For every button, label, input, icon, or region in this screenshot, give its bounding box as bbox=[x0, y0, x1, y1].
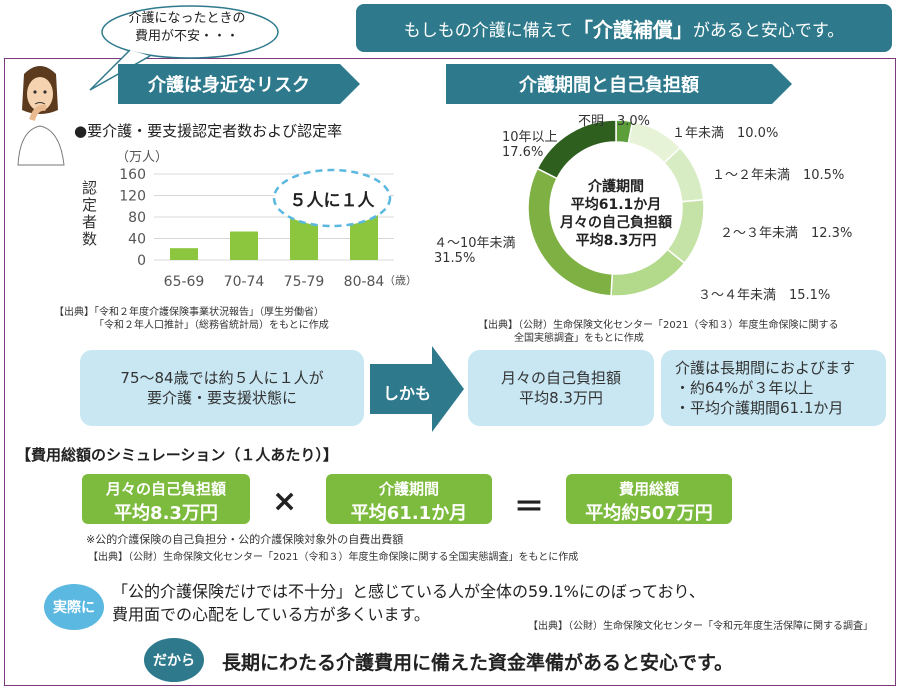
simulation-note: ※公的介護保険の自己負担分・公的介護保険対象外の自費出費額 bbox=[86, 533, 404, 546]
moreover-label: しかも bbox=[382, 384, 431, 403]
bar-chart-source-line2: 「令和２年人口推計」（総務省統計局）をもとに作成 bbox=[94, 320, 329, 331]
fact-badge: 実際に bbox=[44, 584, 104, 630]
summary-box-monthly: 月々の自己負担額 平均8.3万円 bbox=[468, 350, 654, 426]
speech-bubble-text: 介護になったときの 費用が不安・・・ bbox=[128, 11, 246, 44]
equals-sign: ＝ bbox=[514, 490, 544, 525]
summary-box-period: 介護は長期間におよびます ・約64%が３年以上 ・平均介護期間61.1か月 bbox=[661, 350, 886, 426]
donut-slice-6 bbox=[536, 119, 617, 180]
bar-chart: 0 40 80 120 160 65-69 70-74 75-79 80-84 bbox=[119, 167, 394, 290]
conclusion-badge: だから bbox=[144, 638, 204, 682]
donut-chart bbox=[527, 119, 705, 297]
times-sign: × bbox=[272, 484, 298, 519]
bar-ytick-2: 80 bbox=[128, 210, 146, 226]
fact-source: 【出典】（公財）生命保険文化センター「令和元年度生活保障に関する調査」 bbox=[528, 621, 873, 632]
period-header-title: 介護期間と自己負担額 bbox=[519, 75, 699, 96]
donut-label-lt1: １年未満 10.0% bbox=[672, 126, 779, 141]
bar-ytick-4: 160 bbox=[119, 167, 146, 183]
bar-chart-x-unit: （歳） bbox=[384, 274, 417, 287]
donut-label-2-3: ２～３年未満 12.3% bbox=[720, 226, 853, 241]
donut-label-4-10: ４～10年未満 31.5% bbox=[434, 236, 516, 266]
donut-slice-4 bbox=[610, 248, 686, 297]
bar-chart-title: ●要介護・要支援認定者数および認定率 bbox=[74, 122, 343, 140]
bar-ytick-0: 0 bbox=[137, 253, 146, 269]
bar-70-74 bbox=[230, 231, 258, 260]
bar-xtick-70-74: 70-74 bbox=[224, 274, 265, 290]
conclusion-text: 長期にわたる介護費用に備えた資金準備があると安心です。 bbox=[222, 652, 734, 674]
sim-monthly-box: 月々の自己負担額 平均8.3万円 bbox=[82, 474, 250, 524]
donut-label-unknown: 不明 3.0% bbox=[578, 114, 651, 129]
fact-text: 「公的介護保険だけでは不十分」と感じている人が全体の59.1%にのぼっており、 … bbox=[112, 582, 705, 624]
donut-source-line2: 全国実態調査」をもとに作成 bbox=[514, 333, 644, 344]
headline-banner: もしもの介護に備えて 「介護補償」 があると安心です。 bbox=[356, 4, 892, 52]
simulation-source: 【出典】（公財）生命保険文化センター「2021（令和３）年度生命保険に関する全国… bbox=[88, 552, 579, 563]
donut-center-text: 介護期間 平均61.1か月 月々の自己負担額 平均8.3万円 bbox=[560, 179, 672, 249]
bar-xtick-65-69: 65-69 bbox=[164, 274, 205, 290]
worried-person-icon bbox=[17, 66, 65, 166]
ratio-callout-ellipse bbox=[272, 168, 392, 228]
donut-label-3-4: ３～４年未満 15.1% bbox=[698, 288, 831, 303]
bar-xtick-80-84: 80-84 bbox=[344, 274, 385, 290]
ratio-callout-text: ５人に１人 bbox=[289, 191, 375, 211]
donut-source-line1: 【出典】（公財）生命保険文化センター「2021（令和３）年度生命保険に関する bbox=[478, 320, 839, 331]
bar-ytick-1: 40 bbox=[128, 232, 146, 248]
bar-chart-ylabel: 認 定 者 数 bbox=[82, 179, 98, 248]
bar-chart-unit: （万人） bbox=[116, 150, 169, 165]
sim-period-box: 介護期間 平均61.1か月 bbox=[326, 474, 492, 524]
sim-total-box: 費用総額 平均約507万円 bbox=[566, 474, 732, 524]
risk-header-arrow bbox=[118, 64, 360, 104]
summary-box-ratio: 75～84歳では約５人に１人が 要介護・要支援状態に bbox=[80, 350, 364, 426]
simulation-title: 【費用総額のシミュレーション（１人あたり）】 bbox=[16, 446, 338, 464]
bar-xtick-75-79: 75-79 bbox=[284, 274, 325, 290]
period-header-arrow bbox=[446, 64, 792, 104]
bar-chart-source-line1: 【出典】「令和２年度介護保険事業状況報告」（厚生労働省） bbox=[54, 307, 324, 318]
content-frame bbox=[4, 58, 896, 686]
moreover-arrow bbox=[370, 346, 464, 432]
bar-65-69 bbox=[170, 248, 198, 260]
donut-label-1-2: １～２年未満 10.5% bbox=[712, 168, 845, 183]
risk-header-title: 介護は身近なリスク bbox=[148, 75, 310, 96]
bar-ytick-3: 120 bbox=[119, 189, 146, 205]
donut-label-10plus: 10年以上 17.6% bbox=[502, 130, 558, 160]
